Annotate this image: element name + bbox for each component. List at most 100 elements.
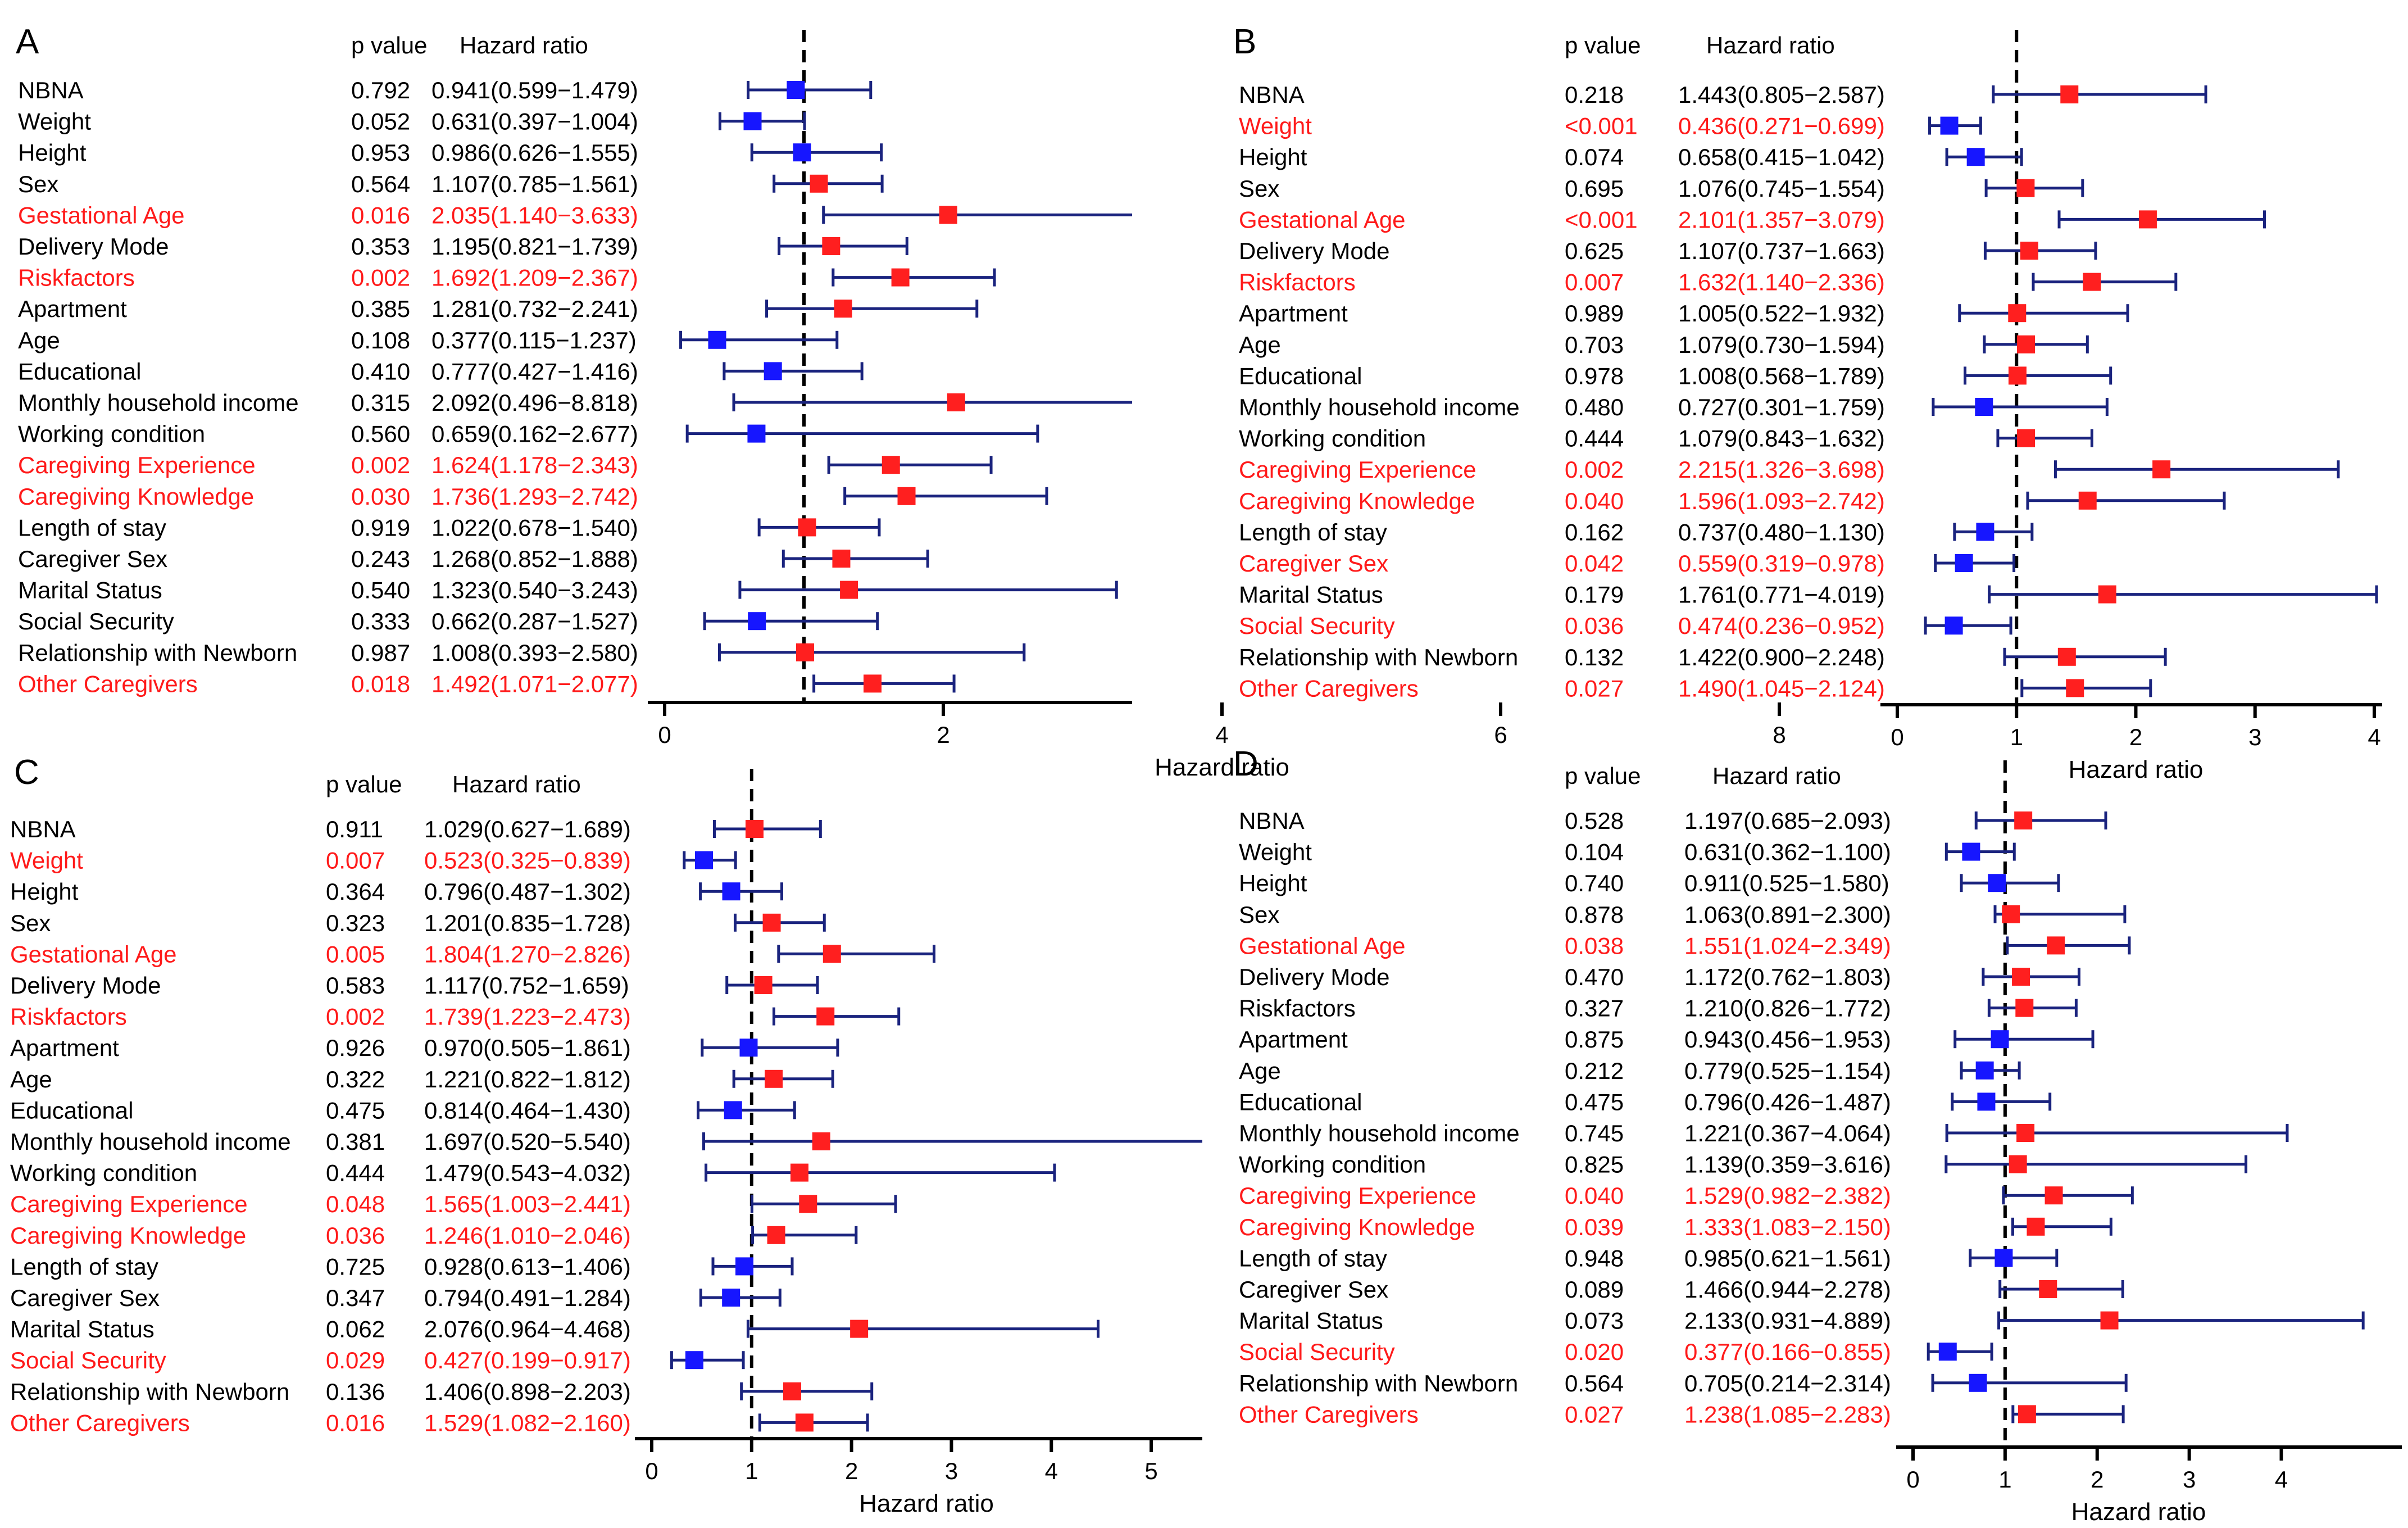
row-label: Riskfactors — [10, 1004, 127, 1030]
row-label: Riskfactors — [1239, 269, 1356, 296]
hr-marker — [864, 674, 882, 693]
hr-marker — [783, 1382, 802, 1400]
row-hazard-ratio: 1.195(0.821−1.739) — [431, 233, 638, 260]
hr-marker — [1944, 616, 1963, 635]
row-label: Gestational Age — [10, 941, 177, 967]
row-p-value: 0.444 — [326, 1160, 385, 1186]
row-hazard-ratio: 0.796(0.487−1.302) — [424, 878, 631, 905]
row-label: Apartment — [18, 296, 127, 322]
row-hazard-ratio: 0.377(0.115−1.237) — [431, 327, 637, 353]
row-hazard-ratio: 1.246(1.010−2.046) — [424, 1222, 631, 1249]
row-hazard-ratio: 2.092(0.496−8.818) — [431, 389, 638, 416]
hr-marker — [1969, 1373, 1987, 1392]
hr-marker — [2027, 1217, 2045, 1236]
row-hazard-ratio: 1.221(0.367−4.064) — [1684, 1120, 1891, 1146]
x-axis-tick-label: 0 — [658, 722, 671, 748]
row-p-value: 0.625 — [1565, 238, 1624, 264]
row-hazard-ratio: 0.796(0.426−1.487) — [1684, 1089, 1891, 1115]
x-axis-tick-label: 2 — [937, 722, 949, 748]
row-label: Caregiver Sex — [18, 546, 167, 572]
x-axis-tick-label: 1 — [2010, 724, 2023, 750]
row-p-value: 0.583 — [326, 972, 385, 999]
x-axis-tick-label: 1 — [745, 1458, 758, 1484]
row-label: Relationship with Newborn — [10, 1379, 289, 1405]
panel-letter: A — [16, 22, 39, 61]
hr-marker — [2018, 1405, 2036, 1423]
row-p-value: 0.027 — [1565, 1401, 1624, 1427]
x-axis-tick-label: 3 — [945, 1458, 958, 1484]
row-label: Caregiver Sex — [1239, 550, 1388, 577]
hr-marker — [708, 330, 726, 349]
row-label: Working condition — [1239, 1151, 1426, 1178]
hr-marker — [2047, 936, 2065, 955]
hr-marker — [2060, 85, 2079, 103]
row-hazard-ratio: 1.005(0.522−1.932) — [1678, 300, 1885, 327]
row-p-value: 0.725 — [326, 1253, 385, 1280]
row-p-value: 0.381 — [326, 1128, 385, 1155]
hr-marker — [1940, 116, 1959, 135]
row-p-value: 0.020 — [1565, 1339, 1624, 1365]
row-hazard-ratio: 1.479(0.543−4.032) — [424, 1160, 631, 1186]
row-label: Gestational Age — [1239, 206, 1406, 233]
row-hazard-ratio: 0.523(0.325−0.839) — [424, 847, 631, 874]
hr-marker — [747, 424, 766, 443]
row-p-value: 0.052 — [351, 108, 410, 135]
hr-marker — [810, 174, 828, 193]
hr-marker — [748, 612, 766, 631]
panel-letter: C — [14, 753, 39, 792]
x-axis-label: Hazard ratio — [2069, 756, 2203, 783]
row-p-value: 0.074 — [1565, 144, 1624, 170]
x-axis-tick-label: 3 — [2248, 724, 2261, 750]
row-p-value: 0.322 — [326, 1066, 385, 1092]
row-hazard-ratio: 1.697(0.520−5.540) — [424, 1128, 631, 1155]
hr-marker — [2078, 491, 2097, 510]
row-label: Caregiving Knowledge — [18, 483, 254, 510]
row-hazard-ratio: 0.436(0.271−0.699) — [1678, 113, 1885, 139]
row-p-value: 0.007 — [1565, 269, 1624, 296]
row-hazard-ratio: 0.985(0.621−1.561) — [1684, 1245, 1891, 1271]
row-p-value: 0.385 — [351, 296, 410, 322]
row-p-value: 0.333 — [351, 608, 410, 634]
hr-marker — [2044, 1186, 2063, 1205]
hr-marker — [897, 487, 916, 505]
row-p-value: 0.005 — [326, 941, 385, 967]
row-p-value: 0.327 — [1565, 995, 1624, 1022]
row-label: Marital Status — [1239, 1308, 1383, 1334]
hazard-ratio-header: Hazard ratio — [1712, 763, 1841, 789]
row-p-value: 0.564 — [351, 171, 410, 197]
row-p-value: 0.740 — [1565, 870, 1624, 896]
row-label: Height — [1239, 870, 1307, 896]
row-label: Length of stay — [1239, 1245, 1387, 1271]
row-label: Social Security — [1239, 1339, 1395, 1365]
row-hazard-ratio: 1.443(0.805−2.587) — [1678, 81, 1885, 108]
hr-marker — [832, 550, 851, 568]
row-hazard-ratio: 1.197(0.685−2.093) — [1684, 808, 1891, 834]
row-label: Marital Status — [10, 1316, 155, 1343]
row-label: Age — [1239, 1058, 1281, 1084]
row-p-value: 0.048 — [326, 1191, 385, 1217]
x-axis-label: Hazard ratio — [1155, 754, 1289, 781]
row-p-value: 0.353 — [351, 233, 410, 260]
row-p-value: 0.073 — [1565, 1308, 1624, 1334]
row-label: Educational — [1239, 1089, 1362, 1115]
row-label: Sex — [18, 171, 58, 197]
row-hazard-ratio: 1.008(0.568−1.789) — [1678, 362, 1885, 389]
hazard-ratio-header: Hazard ratio — [1706, 32, 1835, 58]
hr-marker — [1977, 1092, 1996, 1111]
p-value-header: p value — [326, 771, 402, 797]
row-label: Monthly household income — [18, 389, 299, 416]
row-hazard-ratio: 1.063(0.891−2.300) — [1684, 901, 1891, 928]
hr-marker — [722, 1289, 740, 1307]
row-hazard-ratio: 0.911(0.525−1.580) — [1684, 870, 1889, 896]
row-hazard-ratio: 0.970(0.505−1.861) — [424, 1035, 631, 1061]
hr-marker — [2152, 460, 2171, 479]
hr-marker — [722, 882, 740, 901]
hr-marker — [816, 1007, 835, 1026]
row-label: Working condition — [1239, 425, 1426, 452]
row-label: Monthly household income — [1239, 394, 1520, 420]
row-hazard-ratio: 0.377(0.166−0.855) — [1684, 1339, 1891, 1365]
row-label: Height — [18, 139, 87, 166]
row-hazard-ratio: 0.631(0.362−1.100) — [1684, 839, 1891, 865]
